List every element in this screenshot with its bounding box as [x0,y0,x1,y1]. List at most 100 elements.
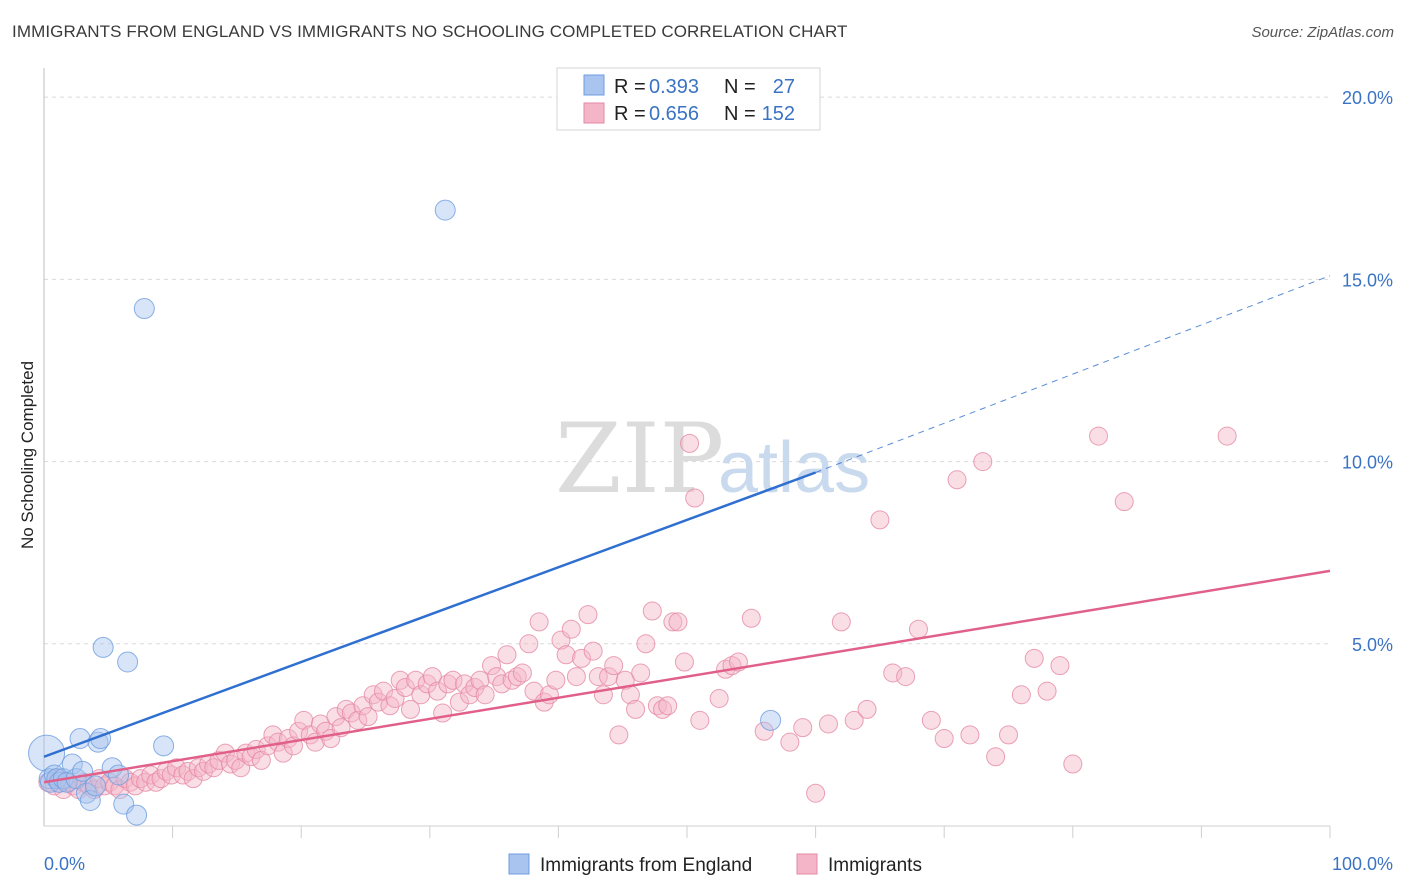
legend-swatch-england [508,853,530,875]
immigrants-point [999,725,1018,745]
legend: Immigrants from England Immigrants [508,853,922,876]
immigrants-point [908,619,928,639]
immigrants-point [348,710,368,730]
england-point [434,199,456,221]
immigrants-point [604,656,624,676]
immigrants-point [831,612,851,632]
stats-r-value-immigrants: 0.656 [649,103,699,125]
immigrants-trend-line [43,569,1331,784]
immigrants-point [685,488,705,508]
immigrants-point [173,765,193,785]
immigrants-point [680,433,700,453]
immigrants-point [663,612,683,632]
immigrants-point [780,732,800,752]
immigrants-point [502,670,522,690]
y-tick-label: 20.0% [1342,88,1393,108]
england-point [92,636,114,658]
immigrants-point [546,670,566,690]
immigrants-point [519,634,539,654]
immigrants-point [973,452,993,472]
immigrants-point [443,670,463,690]
y-tick-label: 15.0% [1342,270,1393,290]
legend-label-england: Immigrants from England [540,855,752,876]
england-point [153,735,175,757]
legend-label-immigrants: Immigrants [828,855,922,876]
stats-r-value-england: 0.393 [649,76,699,98]
watermark-zip: ZIP [555,403,724,515]
immigrants-points [38,426,1237,803]
immigrants-point [883,663,903,683]
immigrants-point [1114,492,1134,512]
immigrants-point [401,699,421,719]
immigrants-point [358,707,378,727]
immigrants-point [475,685,495,705]
immigrants-point [583,641,603,661]
immigrants-point [609,725,629,745]
immigrants-point [1089,426,1109,446]
immigrants-point [754,721,774,741]
immigrants-point [120,772,140,792]
chart-title: IMMIGRANTS FROM ENGLAND VS IMMIGRANTS NO… [12,22,848,41]
immigrants-point [566,667,586,687]
immigrants-point [220,754,240,774]
immigrants-point [94,776,114,796]
immigrants-point [433,703,453,723]
immigrants-point [497,645,517,665]
immigrants-point [428,681,448,701]
immigrants-point [921,710,941,730]
immigrants-point [492,674,512,694]
immigrants-point [395,678,415,698]
immigrants-point [896,667,916,687]
immigrants-point [130,769,150,789]
england-point [87,731,109,753]
immigrants-point [166,758,186,778]
trend-lines [43,275,1331,784]
immigrants-point [455,674,475,694]
stats-box: R = 0.393 N = 27 R = 0.656 N = 152 [556,67,821,131]
immigrants-point [647,696,667,716]
immigrants-point [986,747,1006,767]
immigrants-point [709,688,729,708]
immigrants-point [188,758,208,778]
immigrants-point [561,619,581,639]
y-tick-labels: 5.0% 10.0% 15.0% 20.0% [1342,88,1393,655]
immigrants-point [183,769,203,789]
immigrants-point [653,699,673,719]
immigrants-point [556,645,576,665]
x-tick-label-max: 100.0% [1332,854,1393,874]
stats-n-value-immigrants: 152 [762,103,795,125]
immigrants-point [326,707,346,727]
immigrants-point [844,710,864,730]
source-label: Source: ZipAtlas.com [1251,24,1394,41]
stats-n-label-england: N = [724,76,756,98]
england-point [84,775,106,797]
england-point [760,709,782,731]
y-tick-label: 10.0% [1342,453,1393,473]
immigrants-point [636,634,656,654]
immigrants-point [690,710,710,730]
immigrants-point [658,696,678,716]
watermark-atlas: atlas [718,428,870,508]
immigrants-point [529,612,549,632]
england-point [126,804,148,826]
immigrants-point [818,714,838,734]
x-tick-label-min: 0.0% [44,854,85,874]
immigrants-point [1050,656,1070,676]
stats-r-label-england: R = [614,76,646,98]
immigrants-point [209,750,229,770]
stats-n-value-england: 27 [773,76,795,98]
immigrants-point [674,652,694,672]
immigrants-point [642,601,662,621]
immigrants-point [1217,426,1237,446]
immigrants-point [806,783,826,803]
stats-swatch-england [583,74,605,96]
immigrants-point [449,692,469,712]
immigrants-point [482,656,502,676]
immigrants-point [512,663,532,683]
immigrants-point [741,608,761,628]
immigrants-point [422,667,442,687]
immigrants-point [668,612,688,632]
immigrants-point [960,725,980,745]
immigrants-point [588,667,608,687]
